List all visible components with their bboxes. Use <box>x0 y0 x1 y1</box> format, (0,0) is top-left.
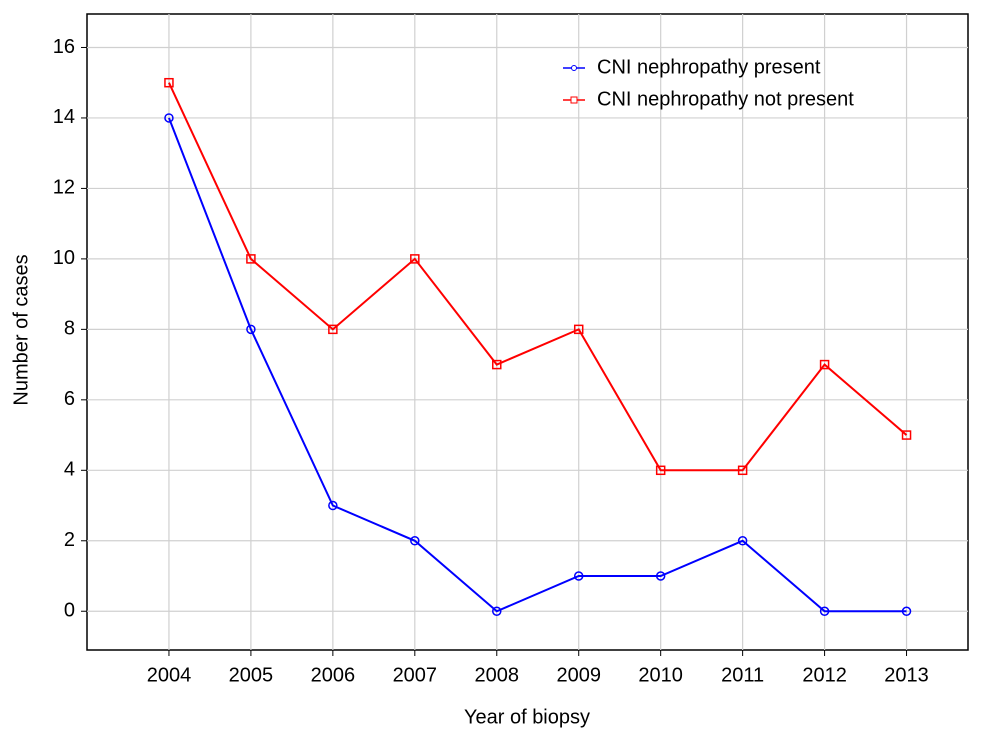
marker <box>164 113 174 123</box>
legend-label: CNI nephropathy present <box>597 56 821 78</box>
y-tick-label: 12 <box>53 177 75 199</box>
y-tick-label: 8 <box>64 318 75 340</box>
x-tick-label: 2012 <box>802 664 847 686</box>
y-tick-label: 16 <box>53 36 75 58</box>
y-tick-label: 0 <box>64 600 75 622</box>
marker <box>819 606 830 616</box>
marker <box>492 606 502 616</box>
x-tick-label: 2007 <box>393 664 438 686</box>
x-tick-label: 2013 <box>884 664 929 686</box>
legend-marker <box>570 96 578 104</box>
marker <box>901 606 912 616</box>
marker <box>492 359 502 370</box>
plot-frame <box>86 13 969 651</box>
marker <box>655 465 666 476</box>
marker <box>246 254 256 264</box>
x-tick-label: 2010 <box>638 664 683 686</box>
marker <box>573 571 584 581</box>
y-tick-label: 4 <box>64 459 75 481</box>
y-tick-label: 10 <box>53 247 75 269</box>
y-tick-label: 2 <box>64 529 75 551</box>
marker <box>737 536 748 546</box>
y-tick-label: 14 <box>53 106 75 128</box>
marker <box>164 77 174 88</box>
x-tick-label: 2008 <box>475 664 520 686</box>
marker <box>737 465 748 476</box>
marker <box>573 324 584 335</box>
x-tick-label: 2009 <box>556 664 601 686</box>
series-line <box>168 82 908 472</box>
marker <box>819 359 830 370</box>
y-axis-label: Number of cases <box>10 254 32 405</box>
marker <box>410 254 420 264</box>
marker <box>246 324 256 335</box>
y-tick-label: 6 <box>64 388 75 410</box>
marker <box>901 430 912 440</box>
marker <box>655 571 666 581</box>
marker <box>410 536 420 546</box>
x-tick-label: 2004 <box>147 664 192 686</box>
x-tick-label: 2011 <box>721 664 764 686</box>
marker <box>328 500 338 511</box>
legend-marker <box>571 65 577 71</box>
series-line <box>168 117 907 613</box>
marker <box>328 324 338 335</box>
x-tick-label: 2006 <box>311 664 356 686</box>
x-axis-label: Year of biopsy <box>464 706 590 728</box>
x-tick-label: 2005 <box>229 664 274 686</box>
legend-label: CNI nephropathy not present <box>597 88 854 110</box>
